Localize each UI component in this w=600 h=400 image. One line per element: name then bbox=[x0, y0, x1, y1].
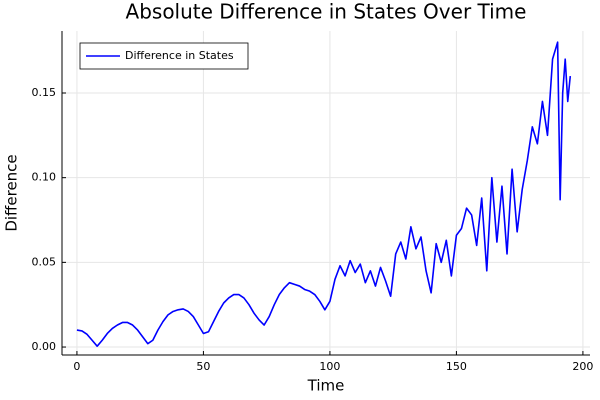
x-tick-label: 50 bbox=[196, 360, 210, 373]
y-tick-label: 0.00 bbox=[32, 340, 57, 353]
y-tick-label: 0.05 bbox=[32, 255, 57, 268]
x-tick-label: 0 bbox=[73, 360, 80, 373]
data-line bbox=[76, 41, 572, 347]
x-tick-label: 150 bbox=[446, 360, 467, 373]
y-tick-label: 0.15 bbox=[32, 86, 57, 99]
x-tick-label: 200 bbox=[572, 360, 593, 373]
x-tick-label: 100 bbox=[319, 360, 340, 373]
x-axis-label: Time bbox=[307, 377, 345, 395]
chart-title: Absolute Difference in States Over Time bbox=[126, 0, 527, 24]
legend-label: Difference in States bbox=[125, 49, 234, 62]
y-axis-label: Difference bbox=[3, 154, 21, 231]
y-tick-label: 0.10 bbox=[32, 171, 57, 184]
